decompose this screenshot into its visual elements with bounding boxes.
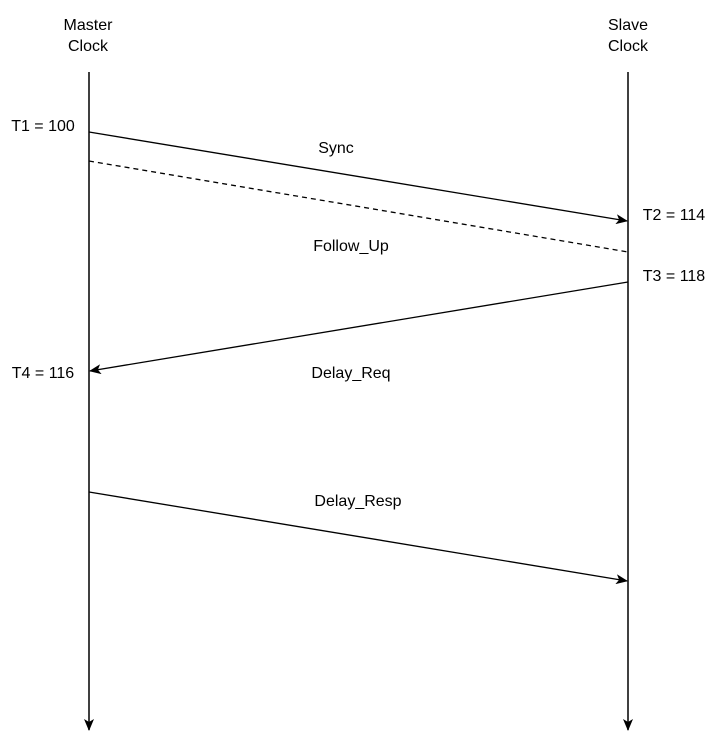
sync-label: Sync: [318, 140, 354, 157]
delay-req-arrow: [89, 281, 629, 375]
master-clock-label-line2: Clock: [68, 38, 109, 55]
follow-up-label: Follow_Up: [313, 238, 389, 255]
t1-timestamp: T1 = 100: [11, 118, 75, 135]
delay-resp-label: Delay_Resp: [314, 493, 401, 510]
t3-timestamp: T3 = 118: [643, 268, 706, 285]
delay-resp-arrow: [88, 491, 628, 585]
master-clock-label-line1: Master: [64, 17, 114, 34]
delay-req-label: Delay_Req: [311, 365, 390, 382]
sync-arrow: [88, 131, 628, 225]
t2-timestamp: T2 = 114: [643, 207, 706, 224]
t4-timestamp: T4 = 116: [12, 365, 75, 382]
follow-up-line: [88, 160, 629, 253]
slave-clock-label-line1: Slave: [608, 17, 648, 34]
slave-clock-label-line2: Clock: [608, 38, 649, 55]
